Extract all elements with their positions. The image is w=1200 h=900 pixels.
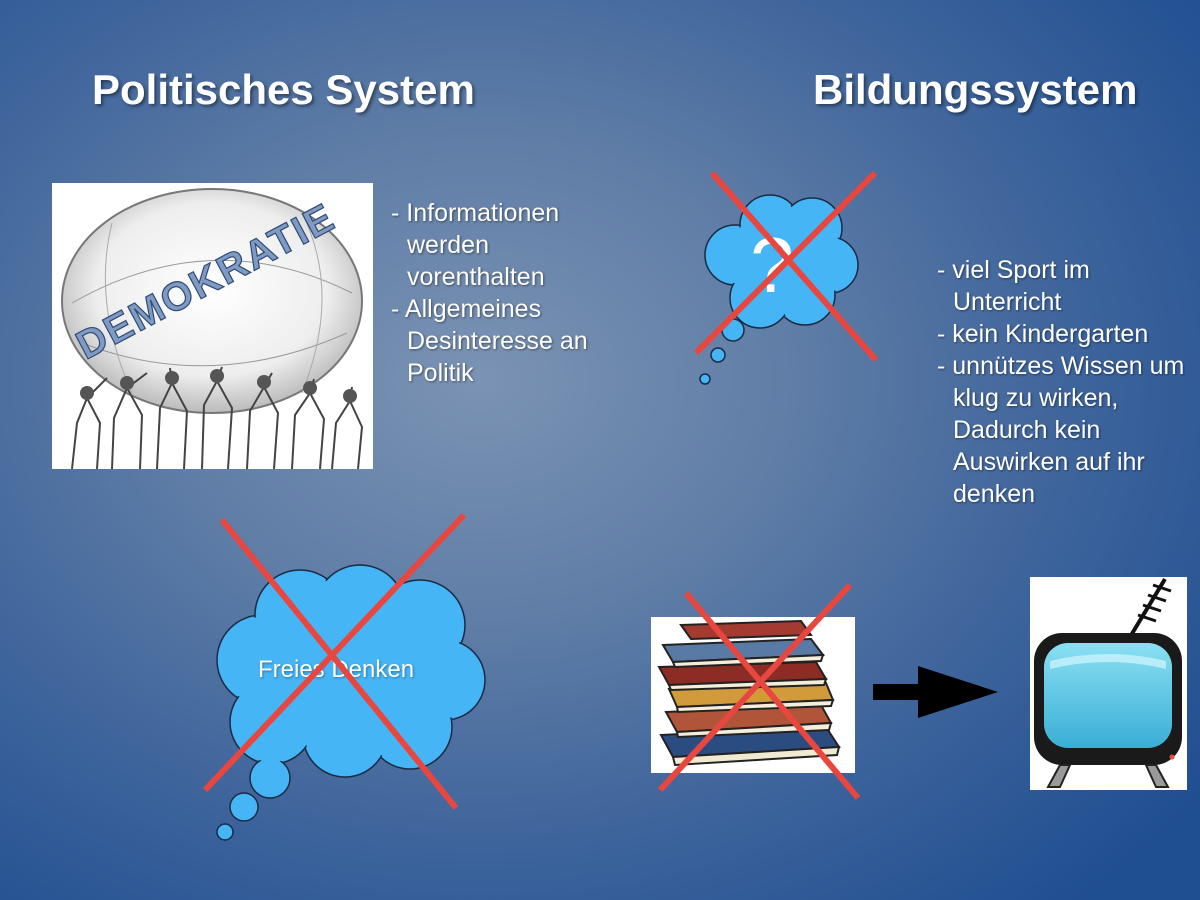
bullet-list-bildung: viel Sport im Unterricht kein Kindergart… <box>937 254 1197 510</box>
bullet-item: Allgemeines Desinteresse an Politik <box>391 293 591 389</box>
bullet-item: viel Sport im Unterricht <box>937 254 1197 318</box>
bullet-item: unnützes Wissen um klug zu wirken, Dadur… <box>937 350 1197 510</box>
cross-icon <box>693 170 879 362</box>
books-icon <box>651 617 855 773</box>
title-bildungssystem: Bildungssystem <box>813 66 1138 113</box>
cloud-label-freies-denken: Freies Denken <box>258 656 415 683</box>
bullet-item: kein Kindergarten <box>937 318 1197 350</box>
title-politisches-system: Politisches System <box>92 66 475 113</box>
tv-icon <box>1030 577 1187 790</box>
bullet-item: Informationen werden vorenthalten <box>391 197 591 293</box>
bullet-list-politik: Informationen werden vorenthalten Allgem… <box>391 197 591 389</box>
demokratie-image: DEMOKRATIE <box>52 183 373 469</box>
question-mark: ? <box>750 221 793 309</box>
